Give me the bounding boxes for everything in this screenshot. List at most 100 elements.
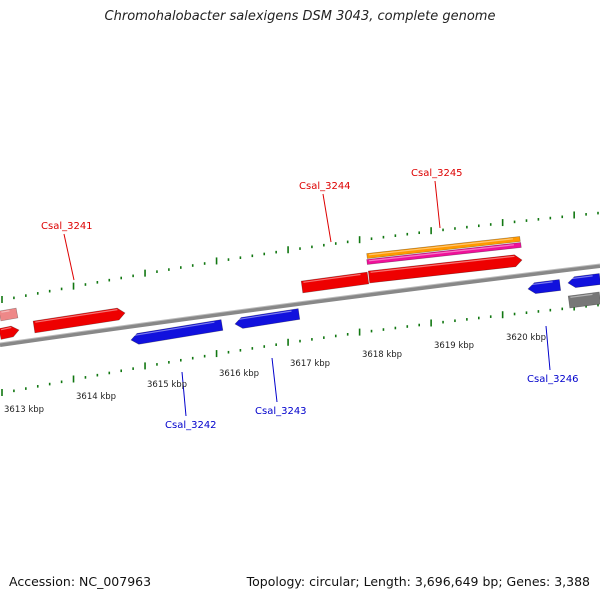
gene-csal-3245 — [367, 254, 523, 284]
gene-label-csal-3244[interactable]: Csal_3244 — [299, 181, 351, 192]
lower-tick-26 — [311, 338, 313, 341]
lower-tick-19 — [227, 350, 230, 354]
leader-csal-3243 — [271, 357, 278, 403]
upper-tick-1 — [13, 296, 15, 300]
upper-tick-2 — [25, 294, 27, 297]
gene-label-csal-3245[interactable]: Csal_3245 — [411, 168, 463, 179]
gene-forward-left — [0, 325, 20, 340]
tick-label-3620: 3620 kbp — [506, 333, 546, 343]
lower-tick-1 — [13, 389, 15, 393]
gene-label-csal-3246[interactable]: Csal_3246 — [527, 374, 579, 385]
lower-tick-25 — [299, 339, 301, 343]
upper-tick-16 — [191, 264, 194, 267]
lower-tick-39 — [466, 318, 468, 321]
gene-track — [0, 236, 600, 345]
lower-tick-43 — [513, 312, 516, 316]
lower-tick-41 — [489, 315, 492, 318]
upper-tick-17 — [203, 262, 206, 265]
gene-label-csal-3242[interactable]: Csal_3242 — [165, 420, 217, 431]
upper-tick-42 — [501, 219, 504, 227]
upper-tick-43 — [513, 220, 516, 224]
upper-tick-21 — [251, 254, 254, 258]
gene-reverse-right — [567, 273, 600, 288]
upper-tick-20 — [239, 256, 242, 259]
upper-tick-41 — [489, 223, 492, 226]
lower-tick-50 — [597, 303, 599, 307]
upper-tick-6 — [72, 282, 75, 290]
upper-tick-48 — [573, 211, 575, 219]
backbone-highlight — [0, 263, 600, 344]
upper-tick-13 — [156, 270, 158, 273]
lower-tick-14 — [168, 360, 170, 364]
upper-tick-4 — [48, 289, 51, 293]
lower-tick-9 — [108, 371, 111, 375]
lower-tick-37 — [442, 320, 444, 324]
gene-label-csal-3241[interactable]: Csal_3241 — [41, 221, 93, 232]
lower-tick-4 — [48, 382, 51, 386]
lower-tick-6 — [72, 375, 75, 383]
gene-grey-right-shine — [570, 293, 593, 298]
gene-reverse-right-shine — [569, 275, 593, 280]
lower-tick-33 — [394, 326, 397, 330]
feature-orange — [366, 236, 521, 259]
gene-label-csal-3243[interactable]: Csal_3243 — [255, 406, 307, 417]
lower-tick-18 — [215, 350, 218, 358]
lower-tick-34 — [406, 325, 409, 328]
lower-tick-2 — [25, 387, 27, 390]
lower-tick-44 — [525, 311, 528, 315]
lower-tick-22 — [263, 345, 266, 348]
gene-csal-3242 — [130, 319, 224, 345]
lower-tick-23 — [275, 343, 277, 346]
upper-tick-10 — [120, 276, 122, 280]
upper-tick-44 — [525, 219, 528, 222]
lower-tick-28 — [334, 334, 337, 338]
gene-csal-3243 — [234, 308, 301, 329]
lower-tick-17 — [203, 354, 206, 358]
lower-tick-3 — [36, 385, 39, 388]
gene-pale-left-shine — [1, 310, 10, 313]
tick-label-3616: 3616 kbp — [219, 369, 259, 379]
lower-tick-45 — [537, 310, 540, 313]
feature-magenta-shine — [368, 244, 514, 262]
upper-tick-32 — [382, 235, 385, 239]
upper-tick-11 — [132, 274, 134, 278]
upper-tick-23 — [275, 250, 277, 254]
leader-csal-3242 — [181, 371, 187, 417]
gene-csal-3245-shine — [370, 255, 515, 273]
lower-tick-49 — [585, 305, 587, 308]
tick-label-3617: 3617 kbp — [290, 359, 330, 369]
upper-tick-45 — [537, 218, 540, 221]
gene-pale-left — [0, 307, 19, 322]
tick-label-3618: 3618 kbp — [362, 350, 402, 360]
upper-tick-46 — [549, 216, 552, 220]
gene-csal-3242-shine — [132, 321, 215, 337]
lower-tick-15 — [180, 358, 182, 362]
lower-tick-35 — [418, 323, 420, 327]
upper-tick-track — [1, 211, 599, 303]
upper-tick-50 — [597, 211, 599, 215]
upper-tick-36 — [430, 227, 432, 235]
gene-csal-3241 — [32, 307, 126, 334]
gene-csal-3244 — [300, 271, 370, 294]
upper-tick-33 — [394, 234, 397, 237]
upper-tick-26 — [311, 245, 313, 249]
lower-tick-27 — [323, 336, 325, 339]
lower-tick-12 — [144, 362, 146, 370]
genome-title: Chromohalobacter salexigens DSM 3043, co… — [104, 9, 496, 24]
gene-csal-3246 — [527, 279, 562, 294]
leader-csal-3241 — [63, 233, 75, 281]
label-leader-lines — [63, 180, 551, 417]
gene-csal-3244-shine — [303, 273, 361, 283]
lower-tick-5 — [60, 380, 63, 384]
backbone-line — [0, 264, 600, 347]
upper-tick-27 — [323, 243, 325, 247]
upper-tick-0 — [1, 296, 3, 303]
feature-magenta — [366, 242, 522, 265]
lower-tick-29 — [346, 333, 349, 336]
lower-tick-24 — [287, 338, 289, 346]
lower-tick-42 — [501, 311, 504, 319]
upper-tick-12 — [144, 269, 146, 277]
leader-csal-3246 — [545, 325, 551, 371]
gene-forward-left-shine — [0, 326, 12, 331]
upper-tick-7 — [84, 283, 87, 286]
